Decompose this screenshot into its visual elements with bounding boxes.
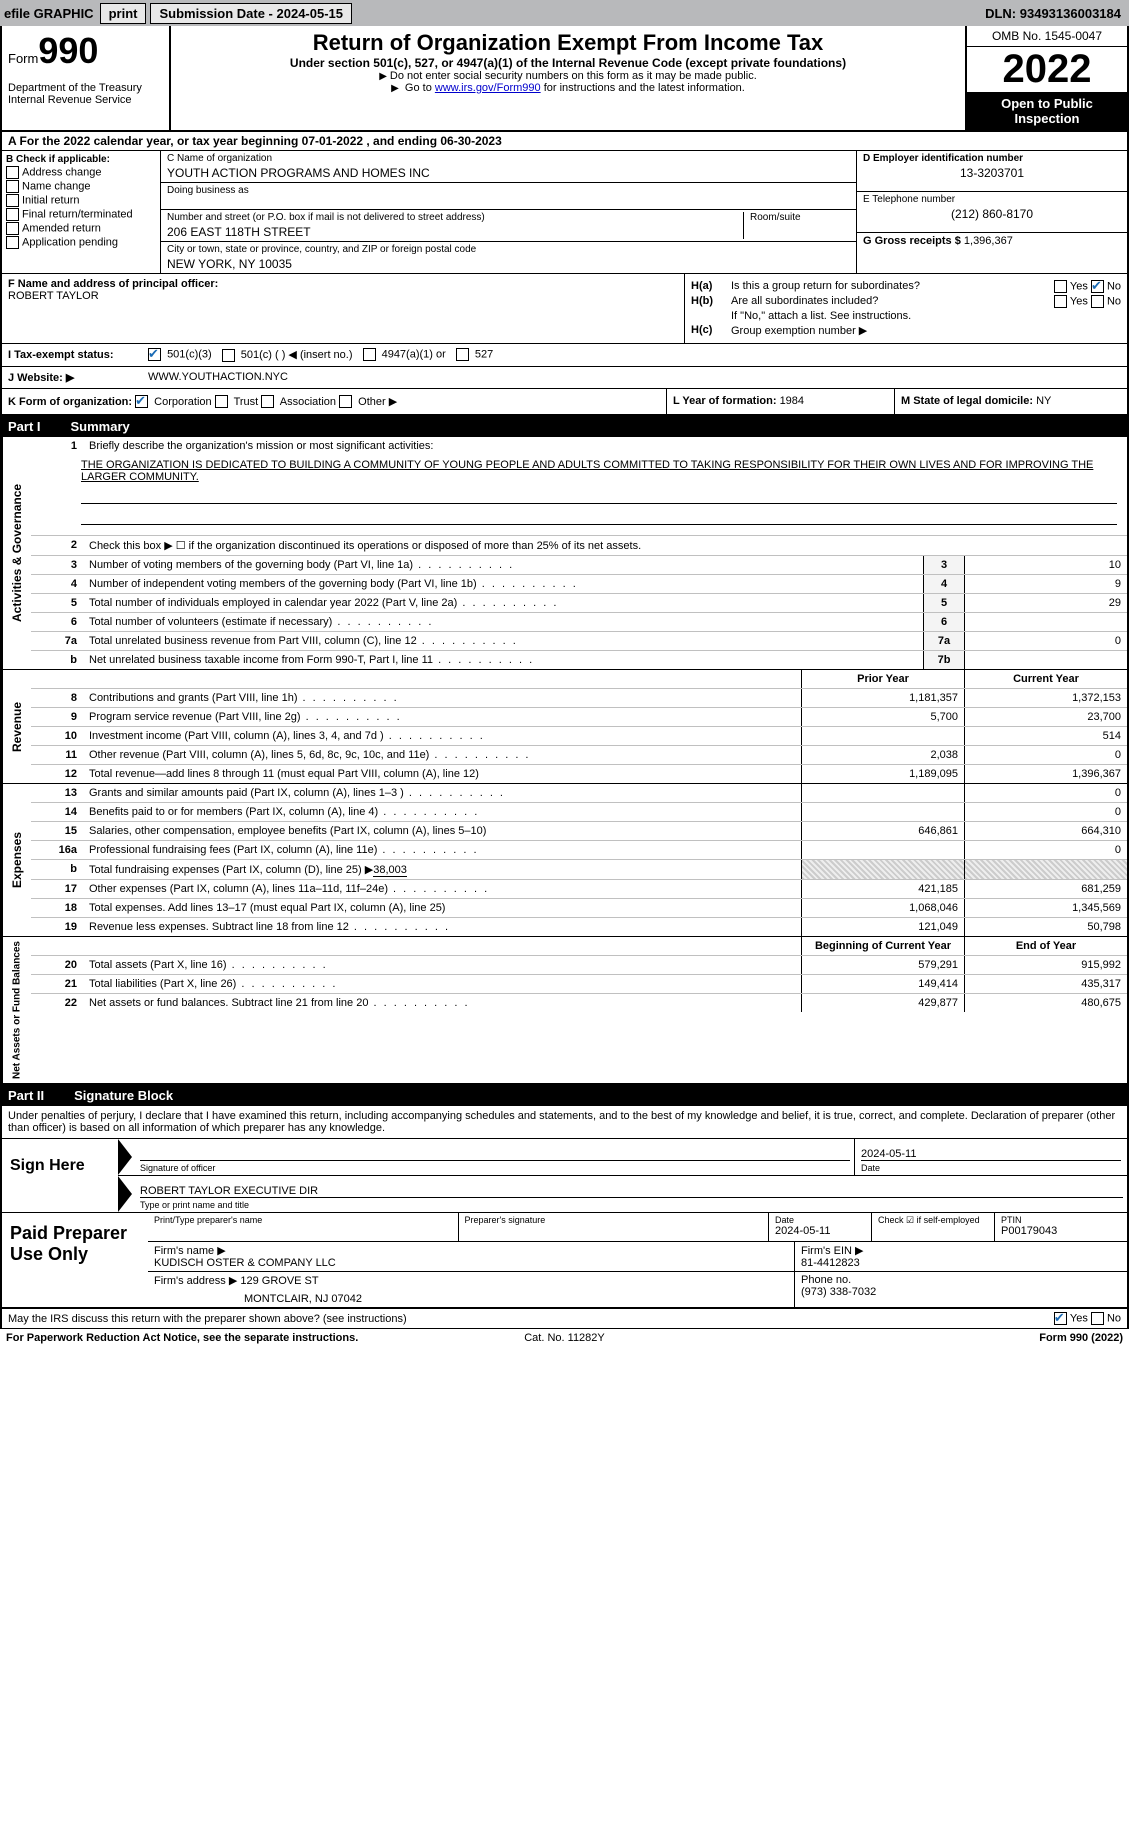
mission-text: THE ORGANIZATION IS DEDICATED TO BUILDIN… — [81, 459, 1117, 483]
print-button[interactable]: print — [100, 3, 147, 24]
gross-receipts-cell: G Gross receipts $ 1,396,367 — [857, 233, 1127, 273]
dept-irs: Internal Revenue Service — [8, 94, 163, 106]
fh-block: F Name and address of principal officer:… — [0, 274, 1129, 344]
dba-cell: Doing business as — [161, 183, 856, 210]
chk-corporation[interactable]: Corporation — [135, 396, 212, 408]
submission-date-button[interactable]: Submission Date - 2024-05-15 — [150, 3, 352, 24]
form-title: Return of Organization Exempt From Incom… — [177, 30, 959, 56]
preparer-block: Paid Preparer Use Only Print/Type prepar… — [0, 1213, 1129, 1309]
entity-block: B Check if applicable: Address change Na… — [0, 151, 1129, 274]
city-state-zip: NEW YORK, NY 10035 — [167, 257, 850, 271]
gross-receipts: 1,396,367 — [964, 235, 1013, 247]
chk-name-change[interactable]: Name change — [6, 180, 156, 193]
year-formation: 1984 — [780, 395, 804, 407]
triangle-icon — [118, 1176, 132, 1212]
part1-header: Part I Summary — [0, 416, 1129, 437]
chk-association[interactable]: Association — [261, 396, 336, 408]
l7a-value: 0 — [965, 632, 1127, 650]
form-note-ssn: Do not enter social security numbers on … — [177, 70, 959, 82]
part2-header: Part II Signature Block — [0, 1085, 1129, 1106]
part1-body: Activities & Governance 1 Briefly descri… — [0, 437, 1129, 1085]
sidecap-revenue: Revenue — [2, 670, 31, 783]
sidecap-activities: Activities & Governance — [2, 437, 31, 669]
page-footer: For Paperwork Reduction Act Notice, see … — [0, 1328, 1129, 1347]
triangle-icon — [118, 1139, 132, 1175]
firm-addr2: MONTCLAIR, NJ 07042 — [244, 1293, 788, 1305]
l7b-value — [965, 651, 1127, 669]
dept-treasury: Department of the Treasury — [8, 82, 163, 94]
state-domicile: NY — [1036, 395, 1051, 407]
omb-number: OMB No. 1545-0047 — [967, 26, 1127, 47]
submission-date: 2024-05-15 — [277, 6, 344, 21]
chk-501c3[interactable]: 501(c)(3) — [148, 348, 212, 361]
chk-address-change[interactable]: Address change — [6, 166, 156, 179]
row-j-website: J Website: ▶ WWW.YOUTHACTION.NYC — [0, 367, 1129, 389]
form-number: Form990 — [8, 30, 163, 72]
form-subtitle: Under section 501(c), 527, or 4947(a)(1)… — [177, 56, 959, 70]
hb-yesno[interactable]: Yes No — [1054, 295, 1121, 308]
ein-cell: D Employer identification number 13-3203… — [857, 151, 1127, 192]
chk-initial-return[interactable]: Initial return — [6, 194, 156, 207]
row-i-tax-status: I Tax-exempt status: 501(c)(3) 501(c) ( … — [0, 344, 1129, 367]
ein-value: 13-3203701 — [863, 166, 1121, 180]
sidecap-netassets: Net Assets or Fund Balances — [2, 937, 31, 1083]
street-address: 206 EAST 118TH STREET — [167, 225, 743, 239]
street-cell: Number and street (or P.O. box if mail i… — [161, 210, 856, 242]
l5-value: 29 — [965, 594, 1127, 612]
preparer-phone: (973) 338-7032 — [801, 1286, 1121, 1298]
inspection-badge: Open to Public Inspection — [967, 92, 1127, 130]
l16b-value: 38,003 — [373, 864, 407, 877]
discuss-yesno[interactable]: Yes No — [1054, 1312, 1121, 1325]
firm-name: KUDISCH OSTER & COMPANY LLC — [154, 1257, 788, 1269]
row-a-tax-year: A For the 2022 calendar year, or tax yea… — [0, 132, 1129, 151]
chk-527[interactable]: 527 — [456, 348, 493, 361]
sidecap-expenses: Expenses — [2, 784, 31, 936]
phone-cell: E Telephone number (212) 860-8170 — [857, 192, 1127, 233]
org-name-cell: C Name of organization YOUTH ACTION PROG… — [161, 151, 856, 183]
l3-value: 10 — [965, 556, 1127, 574]
top-toolbar: efile GRAPHIC print Submission Date - 20… — [0, 0, 1129, 26]
irs-form990-link[interactable]: www.irs.gov/Form990 — [435, 82, 541, 94]
self-employed-check[interactable]: Check ☑ if self-employed — [878, 1215, 988, 1226]
submission-label: Submission Date - — [159, 6, 276, 21]
form-header: Form990 Department of the Treasury Inter… — [0, 26, 1129, 132]
sign-block: Sign Here Signature of officer 2024-05-1… — [0, 1139, 1129, 1213]
ptin: P00179043 — [1001, 1225, 1121, 1237]
chk-other[interactable]: Other ▶ — [339, 396, 397, 408]
f-label: F Name and address of principal officer: — [8, 278, 678, 290]
chk-application-pending[interactable]: Application pending — [6, 236, 156, 249]
chk-501c[interactable]: 501(c) ( ) ◀ (insert no.) — [222, 348, 353, 362]
website-value: WWW.YOUTHACTION.NYC — [148, 371, 288, 383]
firm-addr1: 129 GROVE ST — [240, 1275, 318, 1287]
ha-yesno[interactable]: Yes No — [1054, 280, 1121, 293]
chk-amended-return[interactable]: Amended return — [6, 222, 156, 235]
chk-4947[interactable]: 4947(a)(1) or — [363, 348, 446, 361]
l4-value: 9 — [965, 575, 1127, 593]
city-cell: City or town, state or province, country… — [161, 242, 856, 273]
perjury-statement: Under penalties of perjury, I declare th… — [0, 1106, 1129, 1139]
chk-trust[interactable]: Trust — [215, 396, 259, 408]
efile-label: efile GRAPHIC — [0, 6, 98, 21]
phone-value: (212) 860-8170 — [863, 207, 1121, 221]
col-b-checkboxes: B Check if applicable: Address change Na… — [2, 151, 161, 273]
org-name: YOUTH ACTION PROGRAMS AND HOMES INC — [167, 166, 850, 180]
form-note-link: Go to www.irs.gov/Form990 for instructio… — [177, 82, 959, 94]
tax-year: 2022 — [967, 47, 1127, 92]
chk-final-return[interactable]: Final return/terminated — [6, 208, 156, 221]
officer-name-title: ROBERT TAYLOR EXECUTIVE DIR — [140, 1185, 1123, 1197]
firm-ein: 81-4412823 — [801, 1257, 1121, 1269]
row-klm: K Form of organization: Corporation Trus… — [0, 389, 1129, 417]
discuss-row: May the IRS discuss this return with the… — [0, 1309, 1129, 1328]
dln: DLN: 93493136003184 — [985, 6, 1129, 21]
sig-date: 2024-05-11 — [861, 1148, 1121, 1160]
f-officer-name: ROBERT TAYLOR — [8, 290, 678, 302]
l6-value — [965, 613, 1127, 631]
